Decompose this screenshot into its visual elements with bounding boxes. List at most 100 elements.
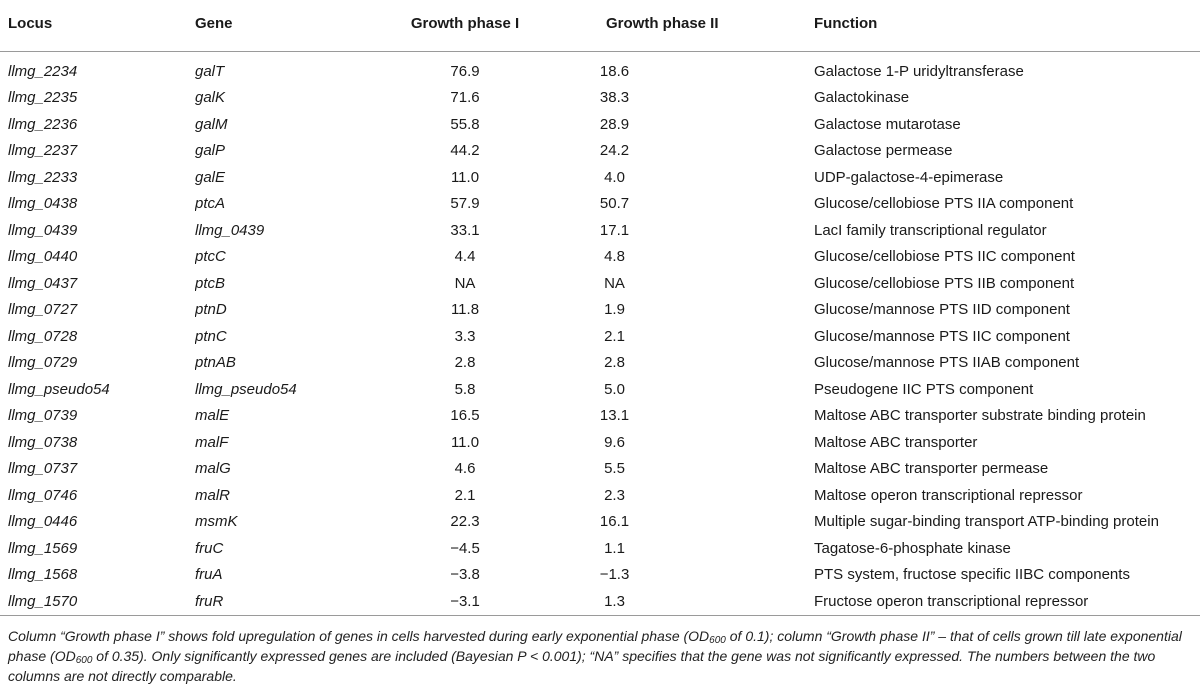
cell-growth-phase-2: 1.9: [604, 301, 625, 319]
cell-locus: llmg_2233: [8, 168, 78, 186]
cell-gene: galP: [195, 142, 226, 160]
cell-growth-phase-2: 2.3: [604, 486, 625, 504]
cell-function: Maltose ABC transporter permease: [814, 460, 1049, 478]
cell-function: Glucose/cellobiose PTS IIC component: [814, 248, 1075, 266]
cell-growth-phase-1: 4.4: [454, 248, 476, 266]
table-row: llmg_1569 fruC −4.5 1.1 Tagatose-6-phosphate…: [0, 535, 1200, 562]
table-row: llmg_2233 galE 11.0 4.0 UDP-galactose-4-epim…: [0, 164, 1200, 191]
cell-locus: llmg_1569: [8, 539, 78, 557]
cell-locus: llmg_2237: [8, 142, 78, 160]
cell-gene: galE: [195, 168, 226, 186]
cell-locus: llmg_pseudo54: [8, 380, 110, 398]
cell-growth-phase-2: 9.6: [604, 433, 625, 451]
cell-locus: llmg_0727: [8, 301, 78, 319]
table-row: llmg_0727 ptnD 11.8 1.9 Glucose/mannose PTS …: [0, 297, 1200, 324]
cell-gene: malE: [195, 407, 230, 425]
cell-growth-phase-2: 5.5: [604, 460, 625, 478]
cell-growth-phase-2: NA: [604, 274, 625, 292]
cell-gene: galM: [195, 115, 228, 133]
cell-growth-phase-1: 76.9: [450, 62, 480, 80]
cell-locus: llmg_0737: [8, 460, 78, 478]
cell-growth-phase-1: −4.5: [450, 539, 480, 557]
cell-growth-phase-1: 57.9: [450, 195, 480, 213]
cell-growth-phase-2: 24.2: [599, 142, 630, 160]
cell-gene: fruR: [195, 588, 395, 616]
cell-function: Galactokinase: [814, 89, 910, 107]
cell-growth-phase-2: 13.1: [599, 407, 630, 425]
table-row: llmg_2235 galK 71.6 38.3 Galactokinase: [0, 85, 1200, 112]
cell-growth-phase-1: −3.8: [450, 566, 480, 584]
table-row: llmg_1570 fruR −3.1 1.3 Fructose operon tran…: [0, 588, 1200, 616]
cell-growth-phase-2: 5.0: [604, 380, 625, 398]
table-row: llmg_2236 galM 55.8 28.9 Galactose mutarotas…: [0, 111, 1200, 138]
table-row: llmg_2234 galT 76.9 18.6 Galactose 1-P uridy…: [0, 52, 1200, 85]
cell-growth-phase-1: 11.0: [450, 433, 480, 451]
table-row: llmg_0729 ptnAB 2.8 2.8 Glucose/mannose PTS …: [0, 350, 1200, 377]
cell-function: Galactose 1-P uridyltransferase: [814, 62, 1024, 80]
cell-locus: llmg_0440: [8, 248, 78, 266]
cell-function: LacI family transcriptional regulator: [814, 221, 1047, 239]
cell-growth-phase-1: 3.3: [454, 327, 476, 345]
cell-gene: fruA: [195, 566, 223, 584]
cell-locus: llmg_0729: [8, 354, 78, 372]
cell-gene: malR: [195, 486, 231, 504]
cell-growth-phase-2: 4.8: [604, 248, 625, 266]
cell-growth-phase-1: −3.1: [395, 588, 535, 616]
cell-gene: malG: [195, 460, 231, 478]
cell-function: Maltose ABC transporter substrate bindin…: [814, 407, 1146, 425]
data-table: Locus Gene Growth phase I Growth phase I…: [0, 15, 1200, 616]
cell-growth-phase-2: −1.3: [599, 566, 630, 584]
cell-locus: llmg_0746: [8, 486, 78, 504]
table-row: llmg_0737 malG 4.6 5.5 Maltose ABC transport…: [0, 456, 1200, 483]
table-row: llmg_0437 ptcB NA NA Glucose/cellobiose PTS …: [0, 270, 1200, 297]
cell-function: Pseudogene IIC PTS component: [814, 380, 1034, 398]
table-header: Locus Gene Growth phase I Growth phase I…: [0, 15, 1200, 52]
table-caption: Column “Growth phase I” shows fold upreg…: [8, 626, 1193, 686]
cell-growth-phase-2: 28.9: [599, 115, 630, 133]
cell-locus: llmg_0439: [8, 221, 78, 239]
cell-growth-phase-1: 2.1: [454, 486, 476, 504]
cell-locus: llmg_1568: [8, 566, 78, 584]
table-row: llmg_pseudo54 llmg_pseudo54 5.8 5.0 Pseudoge…: [0, 376, 1200, 403]
table-row: llmg_0746 malR 2.1 2.3 Maltose operon transc…: [0, 482, 1200, 509]
cell-growth-phase-2: 16.1: [599, 513, 630, 531]
table-row: llmg_0438 ptcA 57.9 50.7 Glucose/cellobiose …: [0, 191, 1200, 218]
cell-locus: llmg_0437: [8, 274, 78, 292]
cell-locus: llmg_0438: [8, 195, 78, 213]
cell-growth-phase-1: 33.1: [450, 221, 480, 239]
caption-subscript-2: 600: [75, 655, 93, 666]
cell-growth-phase-1: 44.2: [450, 142, 480, 160]
cell-gene: ptnAB: [195, 354, 236, 372]
cell-growth-phase-2: 17.1: [599, 221, 630, 239]
cell-locus: llmg_1570: [0, 588, 195, 616]
cell-gene: fruC: [195, 539, 224, 557]
cell-growth-phase-2: 1.1: [604, 539, 625, 557]
cell-function: Galactose mutarotase: [814, 115, 961, 133]
cell-gene: ptcC: [195, 248, 226, 266]
table-row: llmg_2237 galP 44.2 24.2 Galactose permease: [0, 138, 1200, 165]
cell-growth-phase-2: 1.3: [535, 588, 810, 616]
cell-function: PTS system, fructose specific IIBC compo…: [814, 566, 1130, 584]
cell-gene: galK: [195, 89, 226, 107]
cell-growth-phase-1: 71.6: [450, 89, 480, 107]
cell-function: Tagatose-6-phosphate kinase: [814, 539, 1011, 557]
table-row: llmg_0738 malF 11.0 9.6 Maltose ABC transpor…: [0, 429, 1200, 456]
header-row: Locus Gene Growth phase I Growth phase I…: [0, 15, 1200, 52]
cell-growth-phase-1: 4.6: [454, 460, 476, 478]
cell-growth-phase-1: 2.8: [454, 354, 476, 372]
table-row: llmg_1568 fruA −3.8 −1.3 PTS system, fructos…: [0, 562, 1200, 589]
table-row: llmg_0739 malE 16.5 13.1 Maltose ABC transpo…: [0, 403, 1200, 430]
cell-gene: ptcB: [195, 274, 226, 292]
cell-locus: llmg_0739: [8, 407, 78, 425]
cell-locus: llmg_0728: [8, 327, 78, 345]
cell-function: Maltose operon transcriptional repressor: [814, 486, 1083, 504]
cell-gene: llmg_0439: [195, 221, 265, 239]
cell-growth-phase-2: 50.7: [599, 195, 630, 213]
cell-gene: galT: [195, 62, 225, 80]
cell-function: Glucose/cellobiose PTS IIA component: [814, 195, 1074, 213]
table-body: llmg_2234 galT 76.9 18.6 Galactose 1-P uridy…: [0, 52, 1200, 616]
cell-gene: ptnD: [195, 301, 227, 319]
cell-gene: ptnC: [195, 327, 227, 345]
cell-growth-phase-2: 4.0: [604, 168, 625, 186]
